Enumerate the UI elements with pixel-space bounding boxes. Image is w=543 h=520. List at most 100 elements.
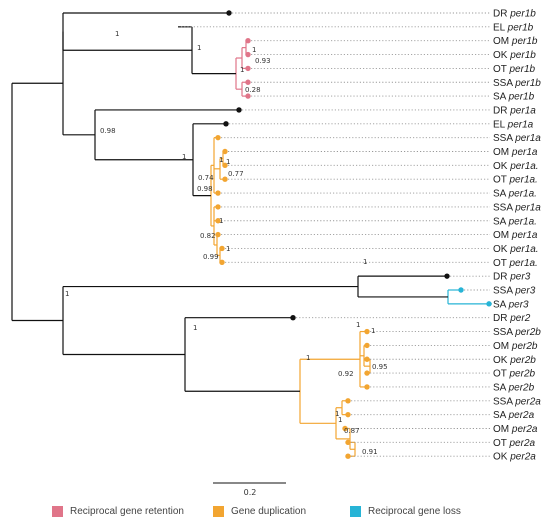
leaf-label: OM per2a bbox=[493, 424, 538, 435]
leaf-gene: per1b bbox=[507, 22, 534, 33]
legend-item-loss: Reciprocal gene loss bbox=[350, 506, 461, 517]
support-value: 0.87 bbox=[344, 427, 360, 435]
leaf-gene: per1a. bbox=[509, 161, 538, 172]
support-value: 1 bbox=[219, 156, 223, 164]
leaf-species: OT bbox=[493, 258, 509, 269]
leaf-label: SSA per2b bbox=[493, 327, 541, 338]
support-value: 1 bbox=[193, 324, 197, 332]
tip-node-retention bbox=[245, 79, 251, 85]
leaf-species: OM bbox=[493, 36, 512, 47]
tip-node-duplication bbox=[215, 218, 221, 224]
support-value: 0.98 bbox=[197, 185, 213, 193]
leaf-species: OK bbox=[493, 244, 510, 255]
tip-node-retention bbox=[245, 51, 251, 58]
leaf-gene: per2a bbox=[511, 424, 538, 435]
leaf-label: SSA per2a bbox=[493, 396, 541, 407]
tip-node-black bbox=[226, 10, 232, 16]
leaf-gene: per3 bbox=[508, 299, 529, 310]
leaf-species: SA bbox=[493, 299, 509, 310]
leaf-species: SSA bbox=[493, 286, 515, 297]
scale-bar-label: 0.2 bbox=[244, 488, 257, 497]
tip-node-duplication bbox=[364, 328, 370, 335]
leaf-label: SSA per3 bbox=[493, 286, 536, 297]
leaf-species: SSA bbox=[493, 78, 515, 89]
leaf-gene: per1a. bbox=[508, 175, 537, 186]
leaf-gene: per2a bbox=[509, 452, 536, 463]
tip-node-duplication bbox=[215, 134, 221, 141]
tip-node-duplication bbox=[215, 190, 221, 196]
legend-label-duplication: Gene duplication bbox=[231, 506, 307, 517]
leaf-species: OT bbox=[493, 175, 509, 186]
leaf-gene: per2b bbox=[508, 382, 535, 393]
leaf-label: OM per1a bbox=[493, 230, 538, 241]
tip-node-duplication bbox=[215, 231, 221, 238]
leaf-species: SA bbox=[493, 382, 509, 393]
support-value: 1 bbox=[197, 44, 201, 52]
leaf-label: OT per1a. bbox=[493, 175, 538, 186]
leaf-species: OT bbox=[493, 64, 509, 75]
leaf-species: OT bbox=[493, 369, 509, 380]
leaf-label: OK per1b bbox=[493, 50, 536, 61]
support-value: 0.91 bbox=[362, 448, 378, 456]
leaf-gene: per2b bbox=[509, 355, 536, 366]
leaf-species: OM bbox=[493, 147, 512, 158]
support-value: 0.77 bbox=[228, 170, 244, 178]
tip-node-duplication bbox=[342, 425, 348, 432]
leaf-label: SA per1a. bbox=[493, 189, 537, 200]
leaf-gene: per1b bbox=[509, 50, 536, 61]
support-value: 0.82 bbox=[200, 232, 216, 240]
support-value: 1 bbox=[226, 245, 230, 253]
leaf-gene: per2b bbox=[511, 341, 538, 352]
support-value: 1 bbox=[219, 217, 223, 225]
legend-label-retention: Reciprocal gene retention bbox=[70, 506, 184, 517]
leaf-gene: per2b bbox=[514, 327, 541, 338]
leaf-gene: per1a bbox=[514, 133, 541, 144]
tip-node-duplication bbox=[222, 176, 228, 182]
leaf-species: SSA bbox=[493, 327, 515, 338]
leaf-species: OK bbox=[493, 50, 510, 61]
leaf-label: OM per1a bbox=[493, 147, 538, 158]
leaf-gene: per2 bbox=[509, 313, 530, 324]
leaf-label: EL per1b bbox=[493, 22, 534, 33]
leaf-species: EL bbox=[493, 22, 508, 33]
leaf-gene: per2b bbox=[508, 369, 535, 380]
support-value: 1 bbox=[306, 354, 310, 362]
leaf-gene: per1a. bbox=[508, 258, 537, 269]
tip-node-black bbox=[236, 107, 242, 113]
retention-swatch bbox=[52, 506, 63, 517]
tip-node-black bbox=[223, 121, 229, 127]
leaf-label: OM per1b bbox=[493, 36, 538, 47]
leaf-species: DR bbox=[493, 272, 510, 283]
leaf-species: SA bbox=[493, 92, 509, 103]
leaf-label: DR per2 bbox=[493, 313, 531, 324]
leaf-guide-lines bbox=[181, 12, 492, 457]
tip-node-duplication bbox=[345, 398, 351, 404]
leaf-label: EL per1a bbox=[493, 119, 534, 130]
leaf-label: OT per1b bbox=[493, 64, 535, 75]
leaf-species: EL bbox=[493, 119, 508, 130]
leaf-gene: per3 bbox=[509, 272, 530, 283]
tip-node-duplication bbox=[345, 453, 351, 459]
leaf-gene: per1a bbox=[511, 147, 538, 158]
tip-node-black bbox=[444, 273, 450, 279]
loss-swatch bbox=[350, 506, 361, 517]
support-value: 1 bbox=[371, 327, 375, 335]
tip-node-duplication bbox=[345, 411, 351, 418]
leaf-species: SA bbox=[493, 189, 509, 200]
leaf-label: OK per1a. bbox=[493, 244, 539, 255]
leaf-species: SSA bbox=[493, 202, 515, 213]
tip-node-duplication bbox=[364, 370, 370, 376]
leaf-gene: per1a. bbox=[508, 216, 537, 227]
leaf-label: SSA per1a bbox=[493, 202, 541, 213]
tip-node-duplication bbox=[364, 384, 370, 390]
leaf-species: DR bbox=[493, 9, 510, 20]
leaf-label: DR per1a bbox=[493, 105, 536, 116]
legend: Reciprocal gene retention Gene duplicati… bbox=[0, 506, 543, 520]
leaf-label: OK per2a bbox=[493, 452, 536, 463]
leaf-species: DR bbox=[493, 313, 510, 324]
support-value: 0.98 bbox=[100, 127, 116, 135]
tip-node-duplication bbox=[215, 204, 221, 210]
support-value: 0.95 bbox=[372, 363, 388, 371]
